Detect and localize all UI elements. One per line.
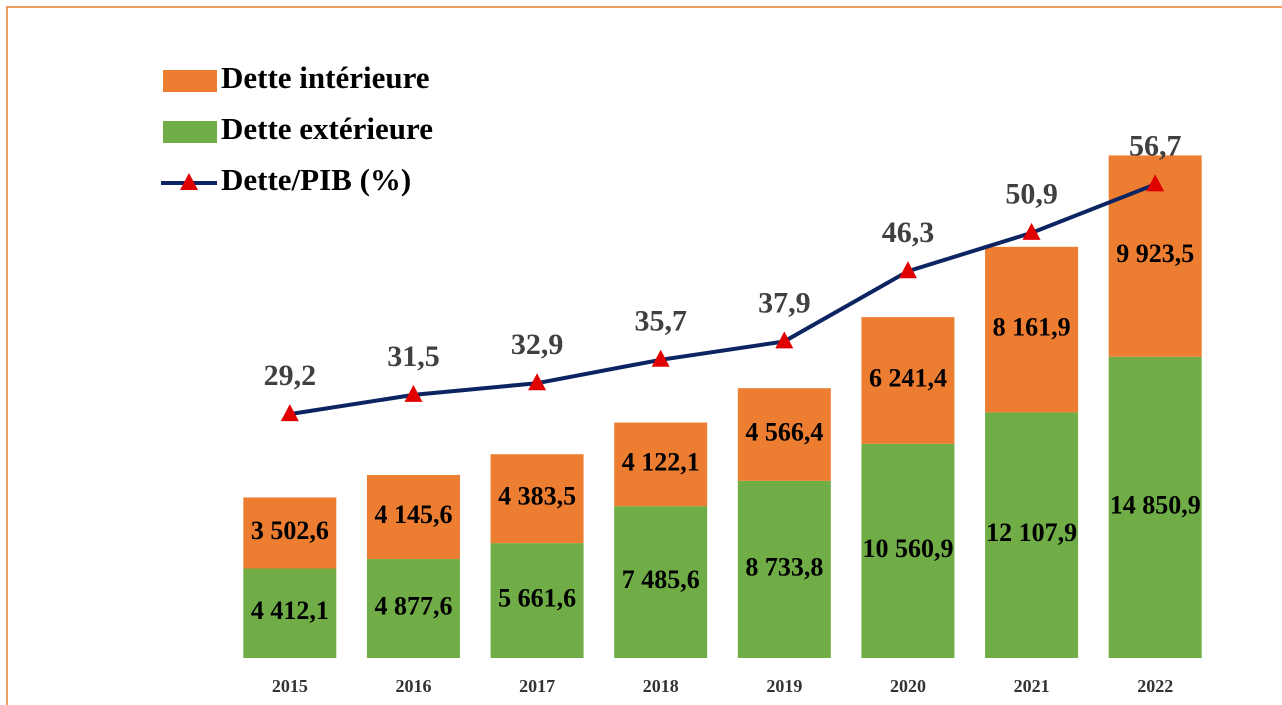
line-marker <box>1146 174 1165 192</box>
data-label: 4 145,6 <box>374 500 452 529</box>
data-label: 35,7 <box>634 305 687 338</box>
data-label: 12 107,9 <box>986 518 1077 547</box>
data-label: 4 122,1 <box>622 447 700 476</box>
data-label: 4 877,6 <box>374 591 452 620</box>
data-label: 29,2 <box>264 359 317 392</box>
bar-segment <box>243 497 337 569</box>
x-tick-label: 2015 <box>272 676 308 696</box>
data-label: 4 383,5 <box>498 482 576 511</box>
bar-segment <box>490 543 584 658</box>
bar-segment <box>614 506 708 658</box>
data-label: 56,7 <box>1129 129 1182 162</box>
data-label: 14 850,9 <box>1110 490 1201 519</box>
x-tick-label: 2016 <box>395 676 431 696</box>
bar-segment <box>737 480 831 658</box>
line-marker <box>898 261 917 279</box>
line-marker <box>1022 222 1041 240</box>
bar-segment <box>985 246 1079 413</box>
line-marker <box>528 373 547 391</box>
legend-swatch <box>163 70 217 92</box>
data-label: 6 241,4 <box>869 363 947 392</box>
bar-segment <box>985 412 1079 658</box>
legend-label: Dette extérieure <box>221 111 433 146</box>
line-marker <box>775 331 794 349</box>
data-label: 4 412,1 <box>251 596 329 625</box>
bar-segment <box>366 559 460 658</box>
line-marker <box>404 384 423 402</box>
data-label: 37,9 <box>758 286 811 319</box>
data-label: 8 161,9 <box>993 313 1071 342</box>
bar-segment <box>1108 356 1202 658</box>
line-marker <box>280 404 299 422</box>
bar-segment <box>861 443 955 658</box>
line-marker <box>651 349 670 367</box>
data-label: 4 566,4 <box>745 417 823 446</box>
data-label: 5 661,6 <box>498 584 576 613</box>
x-tick-label: 2019 <box>766 676 802 696</box>
bar-segment <box>614 422 708 507</box>
legend-swatch <box>163 121 217 143</box>
x-tick-label: 2017 <box>519 676 555 696</box>
x-tick-label: 2018 <box>643 676 679 696</box>
legend-label: Dette/PIB (%) <box>221 162 411 197</box>
bar-segment <box>243 568 337 658</box>
bar-segment <box>366 474 460 560</box>
data-label: 50,9 <box>1005 178 1058 211</box>
bar-segment <box>861 317 955 444</box>
data-label: 9 923,5 <box>1116 239 1194 268</box>
bar-segment <box>737 388 831 481</box>
legend-swatch <box>180 173 198 190</box>
data-label: 8 733,8 <box>745 552 823 581</box>
data-label: 10 560,9 <box>862 534 953 563</box>
data-label: 7 485,6 <box>622 565 700 594</box>
data-label: 46,3 <box>882 216 935 249</box>
x-tick-label: 2021 <box>1014 676 1050 696</box>
data-label: 3 502,6 <box>251 516 329 545</box>
line <box>289 182 1156 417</box>
x-tick-label: 2022 <box>1137 676 1173 696</box>
legend-label: Dette intérieure <box>221 60 430 95</box>
bar-segment <box>490 454 584 544</box>
data-label: 32,9 <box>511 328 564 361</box>
x-tick-label: 2020 <box>890 676 926 696</box>
frame <box>6 6 1282 705</box>
data-label: 31,5 <box>387 340 440 373</box>
